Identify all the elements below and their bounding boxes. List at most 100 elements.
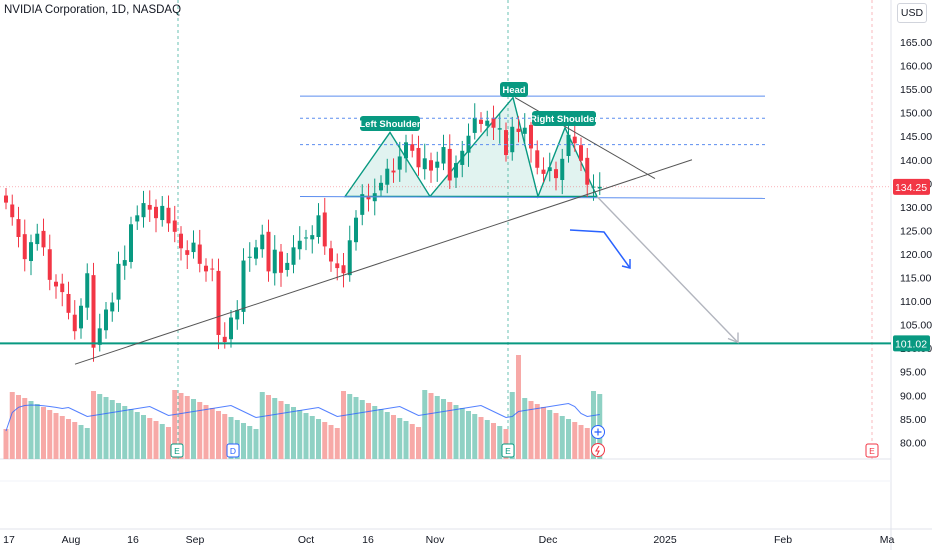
candle-body [154,206,158,219]
rising-trendline [74,159,693,365]
candle-body [247,256,252,258]
candle-body [441,147,446,164]
candle-body [485,120,490,126]
volume-bar [341,391,346,459]
y-axis-tick-label: 95.00 [900,367,926,379]
volume-bar [103,397,109,459]
candle-body [66,293,71,313]
candle-body [47,249,52,280]
price-tag-bg [893,178,930,195]
candle-body [79,305,83,329]
volume-bar [78,425,84,459]
volume-bar [253,429,259,459]
volume-bar [497,426,503,459]
y-axis-tick-label: 85.00 [900,414,926,426]
candle-body [266,231,271,272]
event-marker-label: E [505,446,511,456]
candle-body [391,170,396,173]
target-projection-line [596,196,739,343]
candle-body [54,281,58,287]
candle-body [216,270,221,335]
volume-bar [516,355,521,459]
event-marker[interactable] [170,443,184,458]
candle-body [210,268,215,270]
candle-body [135,215,140,222]
candle-body [179,233,183,249]
event-marker-label: E [174,446,180,456]
candle-body [404,142,408,159]
candle-body [397,156,402,170]
volume-bar [3,429,9,459]
volume-bar [566,419,571,459]
candle-body [4,195,8,203]
candle-body [285,262,290,270]
volume-bar [28,401,34,459]
pattern-label-left-shoulder: Left Shoulder [359,119,421,130]
volume-bar [134,412,140,459]
volume-bar [322,422,328,459]
candle-body [272,249,277,274]
volume-bar [266,395,271,459]
volume-bar [509,392,515,459]
candle-body [129,224,133,262]
volume-bar [97,394,103,459]
y-axis-tick-label: 120.00 [900,249,932,261]
volume-bar [547,410,553,459]
candle-body [585,157,590,185]
x-axis-tick-label: Feb [774,534,792,546]
candle-body [560,158,565,181]
event-marker[interactable] [226,443,240,458]
volume-bar [316,419,321,459]
volume-bar [41,407,46,459]
volume-bar [453,405,459,459]
flash-icon[interactable] [591,443,605,457]
y-axis-tick-label: 110.00 [900,296,931,308]
x-axis-tick-label: Nov [426,534,445,546]
volume-bar [203,405,209,459]
candle-body [241,260,246,312]
target-arrowhead [727,332,739,344]
candle-body [529,124,533,149]
volume-bar [572,422,578,459]
y-axis-tick-label: 115.00 [900,273,931,285]
event-marker-label: D [230,446,236,456]
volume-bar [116,403,121,459]
volume-bar [172,390,178,459]
flash-glyph [595,445,600,456]
candle-body [97,328,102,345]
volume-bar [141,415,146,459]
y-axis-tick-label: 150.00 [900,108,932,120]
volume-bar [366,403,371,459]
pattern-label-head: Head [502,85,525,96]
candle-body [91,275,96,348]
x-axis-tick-label: Sep [186,534,205,546]
event-marker[interactable] [501,443,515,458]
down-arrow [569,229,631,269]
candle-body [322,212,327,247]
price-tag: 101.02 [895,338,927,350]
volume-bar [434,396,440,459]
candle-body [197,244,202,264]
event-marker[interactable] [865,443,879,458]
candle-body [85,273,90,308]
volume-bar [441,399,446,459]
candle-body [316,215,321,237]
volume-bar [397,418,403,459]
candle-body [516,128,521,132]
chart-title: NVIDIA Corporation, 1D, NASDAQ [4,4,182,16]
candle-body [460,150,465,165]
candle-body [110,302,115,312]
volume-bar [59,416,65,459]
volume-bar [291,407,296,459]
volume-bar [53,413,59,459]
price-tag: 134.25 [895,182,927,194]
down-arrow-head [621,259,631,269]
candle-body [347,240,352,276]
volume-bar [478,417,484,459]
currency-button[interactable]: USD [897,3,927,23]
candle-body [566,134,571,156]
candle-body [541,169,546,174]
x-axis-tick-label: 16 [127,534,139,546]
candle-body [547,167,552,172]
